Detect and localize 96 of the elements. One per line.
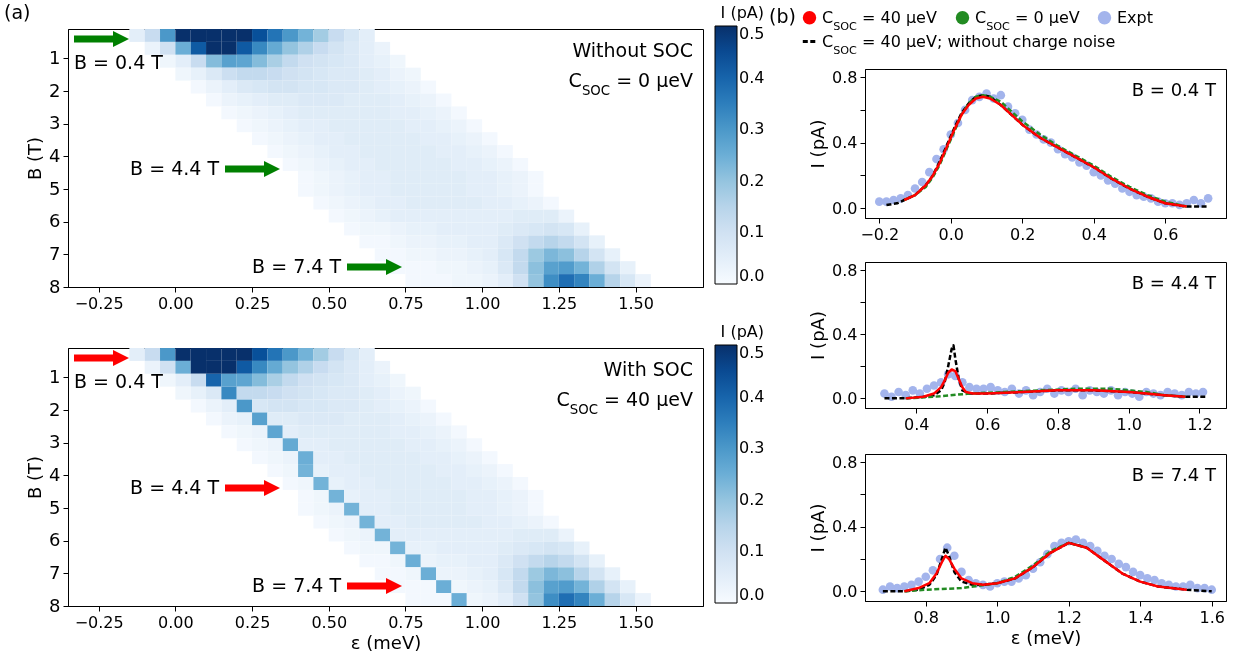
chart-title: (a) <box>4 1 31 23</box>
y-tick-label: 0.8 <box>832 67 858 87</box>
y-tick-label: 4 <box>49 463 61 485</box>
color-bar-label: 0.3 <box>739 119 765 139</box>
y-tick-label: 5 <box>49 177 61 199</box>
y-tick-label: 8 <box>49 275 61 297</box>
x-tick-label: 0.4 <box>1081 224 1107 244</box>
x-tick-label: 1.50 <box>618 293 654 313</box>
y-tick-label: 1 <box>49 365 61 387</box>
x-tick-label: 0.75 <box>388 293 424 313</box>
x-tick-label: 1.50 <box>618 612 654 632</box>
y-tick-label: 3 <box>49 112 61 134</box>
x-tick-label: 1.00 <box>464 612 501 632</box>
x-tick-label: 0.50 <box>311 293 348 313</box>
annotation: B = 7.4 T <box>252 255 342 277</box>
chart-title: (b) <box>769 5 796 27</box>
x-tick-label: −0.25 <box>74 612 124 632</box>
x-tick-label: 0.6 <box>974 414 1001 434</box>
color-bar-title: I (pA) <box>720 3 764 22</box>
x-tick-label: 1.25 <box>541 293 578 313</box>
legend-label: C$_{SOC}$ = 40 μeV <box>822 7 937 33</box>
x-tick-label: 0.00 <box>158 612 194 632</box>
x-tick-label: 1.2 <box>1056 607 1082 627</box>
legend-label: Expt <box>1117 7 1154 27</box>
color-bar-title: I (pA) <box>720 322 764 341</box>
legend-label: C$_{SOC}$ = 0 μeV <box>975 7 1080 33</box>
color-bar-label: 0.4 <box>739 67 765 87</box>
y-tick-label: 7 <box>49 561 61 583</box>
x-tick-label: 0.25 <box>234 612 271 632</box>
x-tick-label: 0.75 <box>388 612 424 632</box>
x-tick-label: 1.0 <box>1116 414 1142 434</box>
x-tick-label: 0.4 <box>904 414 930 434</box>
annotation: B = 0.4 T <box>74 51 164 73</box>
x-tick-label: 0.00 <box>158 293 194 313</box>
color-bar-label: 0.5 <box>739 343 765 362</box>
y-axis-title: I (pA) <box>807 119 829 169</box>
annotation: B = 4.4 T <box>1131 272 1217 293</box>
y-tick-label: 6 <box>49 210 61 232</box>
x-tick-label: 0.2 <box>1010 224 1036 244</box>
x-tick-label: 0.50 <box>311 612 348 632</box>
color-bar-label: 0.3 <box>739 438 765 458</box>
x-tick-label: 1.4 <box>1127 607 1154 627</box>
y-tick-label: 0.8 <box>832 260 858 280</box>
x-tick-label: 1.2 <box>1187 414 1213 434</box>
x-tick-label: 0.6 <box>1153 224 1179 244</box>
color-bar-label: 0.0 <box>739 585 765 604</box>
y-tick-label: 0.0 <box>832 388 858 408</box>
y-tick-label: 0.4 <box>832 133 858 153</box>
annotation: C$_{SOC}$ = 0 μeV <box>568 69 693 98</box>
x-tick-label: 1.00 <box>464 293 501 313</box>
x-tick-label: 1.0 <box>985 607 1011 627</box>
x-tick-label: 0.8 <box>1045 414 1072 434</box>
legend-label: C$_{SOC}$ = 40 μeV; without charge noise <box>822 31 1116 56</box>
y-tick-label: 0.8 <box>832 452 858 472</box>
y-tick-label: 0.4 <box>832 517 858 537</box>
y-tick-label: 5 <box>49 496 61 518</box>
x-axis-title: ε (meV) <box>1010 626 1082 648</box>
y-tick-label: 3 <box>49 431 61 453</box>
y-tick-label: 8 <box>49 594 61 616</box>
x-tick-label: 0.25 <box>234 293 271 313</box>
annotation: B = 7.4 T <box>252 574 342 596</box>
y-axis-title: B (T) <box>24 136 46 181</box>
y-axis-title: I (pA) <box>807 311 829 360</box>
color-bar-label: 0.4 <box>739 386 765 406</box>
color-bar-label: 0.5 <box>739 24 765 43</box>
annotation: With SOC <box>603 358 693 380</box>
annotation: B = 0.4 T <box>1131 79 1217 100</box>
y-axis-title: I (pA) <box>807 503 829 553</box>
color-bar-label: 0.1 <box>739 222 765 242</box>
annotation: C$_{SOC}$ = 40 μeV <box>556 388 693 417</box>
y-axis-title: B (T) <box>24 455 46 500</box>
x-tick-label: 1.25 <box>541 612 578 632</box>
annotation: B = 0.4 T <box>74 370 164 392</box>
color-bar-label: 0.0 <box>739 266 765 285</box>
y-tick-label: 6 <box>49 529 61 551</box>
y-tick-label: 2 <box>49 79 61 101</box>
y-tick-label: 0.0 <box>832 198 858 218</box>
annotation: B = 4.4 T <box>130 157 220 179</box>
y-tick-label: 0.4 <box>832 324 858 344</box>
color-bar-label: 0.1 <box>739 541 765 561</box>
annotation: B = 7.4 T <box>1131 464 1217 485</box>
color-bar-label: 0.2 <box>739 489 765 509</box>
x-tick-label: 1.6 <box>1199 607 1225 627</box>
y-tick-label: 0.0 <box>832 581 858 601</box>
annotation: B = 4.4 T <box>130 476 220 498</box>
color-bar-label: 0.2 <box>739 170 765 190</box>
annotation: Without SOC <box>572 39 693 61</box>
y-tick-label: 7 <box>49 242 61 264</box>
y-tick-label: 2 <box>49 398 61 420</box>
x-axis-title: ε (meV) <box>350 631 422 653</box>
y-tick-label: 1 <box>49 46 61 68</box>
x-tick-label: −0.2 <box>860 224 900 244</box>
y-tick-label: 4 <box>49 144 61 166</box>
x-tick-label: 0.0 <box>938 224 965 244</box>
x-tick-label: −0.25 <box>74 293 124 313</box>
x-tick-label: 0.8 <box>913 607 939 627</box>
